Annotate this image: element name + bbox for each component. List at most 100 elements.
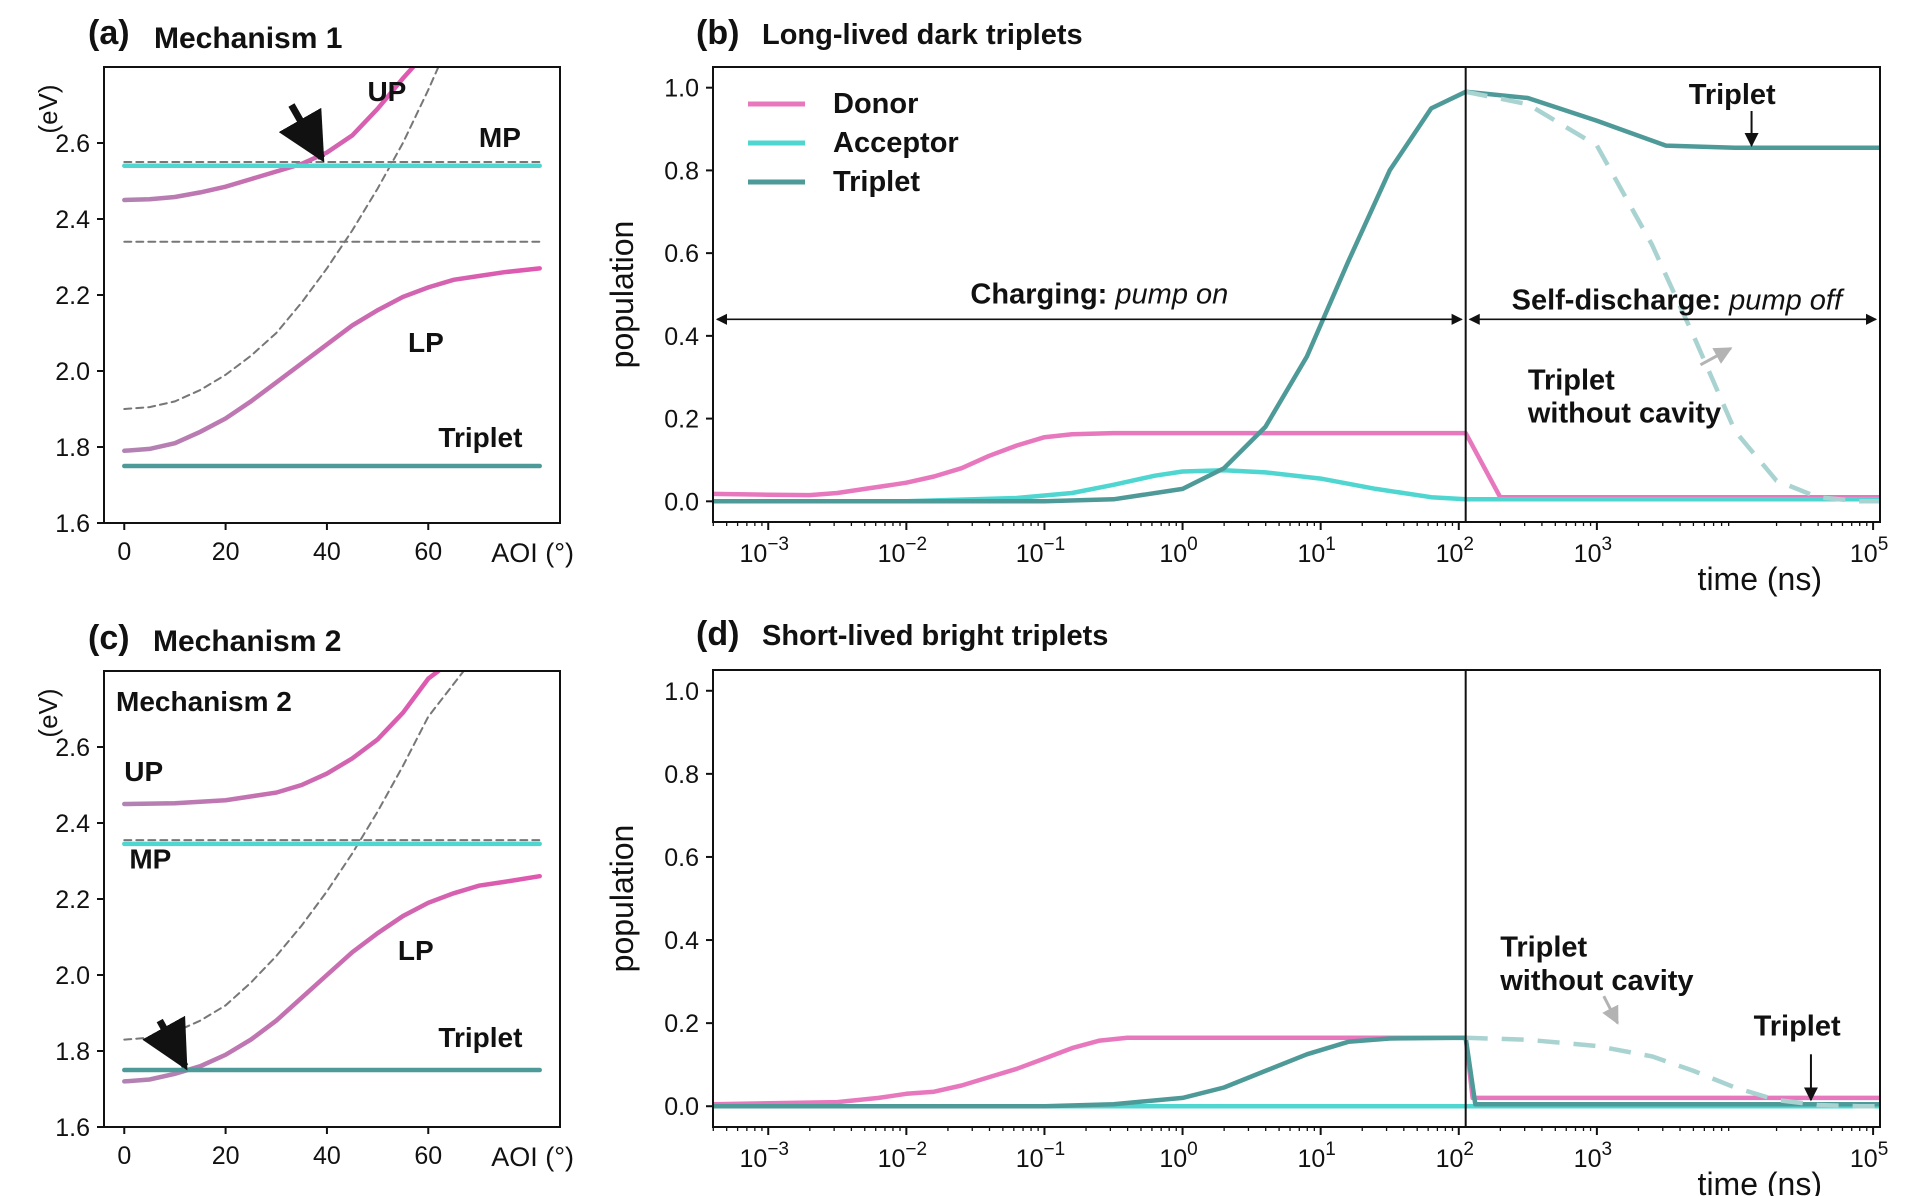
y-tick-label: 1.6 (55, 510, 90, 538)
x-tick-label: 10−2 (878, 1139, 927, 1173)
x-tick-label: 102 (1436, 534, 1474, 568)
x-tick-label: 20 (212, 1142, 240, 1170)
no-cavity-annotation-arrow (1699, 346, 1733, 367)
panel-c-label: (c) (88, 619, 130, 657)
x-tick-label: 10−2 (878, 534, 927, 568)
legend-label-triplet: Triplet (833, 166, 920, 198)
panel-b-plot: 0.0 0.2 0.4 0.6 0.8 1.0 10−3 10−2 10−1 100 101 102 1… (604, 66, 1888, 597)
plot-area (122, 67, 542, 469)
y-tick-label: 1.8 (55, 1038, 90, 1066)
series-cavity-line (123, 671, 465, 1041)
y-axis-label: population (604, 825, 640, 973)
plot-frame (712, 66, 1881, 523)
self-discharge-label: Self-discharge: pump off (1512, 284, 1845, 316)
x-tick-label: 100 (1159, 534, 1197, 568)
x-tick-label: 60 (414, 1142, 442, 1170)
x-tick-label: 105 (1850, 534, 1888, 568)
series-donor-line (713, 1035, 1880, 1107)
x-tick-label: 100 (1159, 1139, 1197, 1173)
panel-d-title: Short-lived bright triplets (762, 620, 1108, 652)
x-axis-label: time (ns) (1698, 561, 1822, 597)
panel-a-plot: 1.6 1.8 2.0 2.2 2.4 2.6 0 20 40 60 AOI (°) (eV) UP MP… (33, 66, 574, 568)
crossing-arrow (142, 1015, 189, 1071)
annotation-mp: MP (129, 844, 171, 875)
plot-frame (712, 669, 1881, 1128)
x-tick-label: 10−1 (1016, 1139, 1065, 1173)
x-tick-label: 60 (414, 538, 442, 566)
series-triplet-line (713, 1035, 1880, 1109)
series-triplet-without-cavity-line (1465, 89, 1880, 504)
y-tick-label: 0.2 (664, 1010, 699, 1038)
panel-a: (a) Mechanism 1 1.6 1.8 2.0 2.2 2.4 2.6 0 20 40 6… (33, 14, 574, 568)
x-tick-label: 103 (1574, 534, 1612, 568)
panel-c-plot: 1.6 1.8 2.0 2.2 2.4 2.6 0 20 40 60 AOI (°) (eV) UP MP… (33, 670, 574, 1172)
y-axis-label: population (604, 221, 640, 369)
panel-b: (b) Long-lived dark triplets 0.00.20.40.… (604, 14, 1888, 597)
y-tick-label: 0.6 (664, 844, 699, 872)
series-donor-line (713, 430, 1880, 500)
no-cavity-annotation-line2: without cavity (1527, 398, 1721, 430)
legend-label-acceptor: Acceptor (833, 127, 959, 159)
y-tick-label: 1.6 (55, 1114, 90, 1142)
y-tick-label: 1.8 (55, 434, 90, 462)
y-tick-label: 0.2 (664, 406, 699, 434)
y-tick-label: 2.4 (55, 810, 90, 838)
x-tick-label: 105 (1850, 1139, 1888, 1173)
x-tick-label: 10−3 (740, 1139, 789, 1173)
y-tick-label: 2.0 (55, 358, 90, 386)
series-cavity-line (123, 67, 440, 410)
x-tick-label: 10−3 (740, 534, 789, 568)
annotation-lp: LP (408, 327, 444, 358)
y-tick-label: 2.6 (55, 734, 90, 762)
no-cavity-annotation-arrow (1602, 995, 1619, 1025)
x-axis-label: time (ns) (1698, 1166, 1822, 1196)
plot-area (713, 89, 1880, 504)
panel-c-title: Mechanism 2 (153, 625, 341, 658)
series-triplet-without-cavity-line (1465, 1035, 1880, 1109)
panel-d-plot: 0.0 0.2 0.4 0.6 0.8 1.0 10−3 10−2 10−1 100 101 102 1… (604, 669, 1888, 1196)
y-tick-label: 0.6 (664, 240, 699, 268)
y-axis-label: (eV) (33, 688, 63, 737)
plot-area (713, 1035, 1880, 1109)
triplet-annotation: Triplet (1689, 79, 1776, 111)
y-tick-label: 2.4 (55, 206, 90, 234)
inner-mechanism-label: Mechanism 2 (116, 686, 292, 717)
charging-label: Charging: pump on (970, 278, 1228, 310)
annotation-lp: LP (398, 935, 434, 966)
y-tick-label: 2.2 (55, 282, 90, 310)
x-axis-label: AOI (°) (491, 538, 574, 568)
x-tick-label: 0 (117, 538, 131, 566)
annotation-mp: MP (479, 122, 521, 153)
series-up-line (122, 67, 416, 203)
y-tick-label: 2.0 (55, 962, 90, 990)
y-tick-label: 1.0 (664, 678, 699, 706)
triplet-annotation: Triplet (1754, 1011, 1841, 1043)
x-tick-label: 40 (313, 538, 341, 566)
no-cavity-annotation-line1: Triplet (1500, 932, 1587, 964)
x-tick-label: 20 (212, 538, 240, 566)
crossing-arrow (278, 103, 325, 163)
panel-c: (c) Mechanism 2 1.6 1.8 2.0 2.2 2.4 2.6 0 20 40 6… (33, 619, 574, 1172)
panel-d-label: (d) (696, 615, 739, 653)
series-lp-line (122, 266, 542, 454)
x-tick-label: 103 (1574, 1139, 1612, 1173)
x-tick-label: 101 (1297, 534, 1335, 568)
plot-area (122, 671, 542, 1084)
y-tick-label: 0.0 (664, 1093, 699, 1121)
series-up-line (122, 671, 441, 807)
x-tick-label: 10−1 (1016, 534, 1065, 568)
y-tick-label: 0.4 (664, 927, 699, 955)
series-triplet-line (713, 89, 1880, 504)
annotation-up: UP (367, 76, 406, 107)
panel-b-label: (b) (696, 14, 739, 52)
x-axis-label: AOI (°) (491, 1142, 574, 1172)
x-tick-label: 102 (1436, 1139, 1474, 1173)
y-tick-label: 1.0 (664, 75, 699, 103)
x-tick-label: 40 (313, 1142, 341, 1170)
annotation-triplet: Triplet (438, 422, 522, 453)
y-tick-label: 2.2 (55, 886, 90, 914)
x-tick-label: 0 (117, 1142, 131, 1170)
y-tick-label: 0.8 (664, 761, 699, 789)
annotation-triplet: Triplet (438, 1022, 522, 1053)
y-tick-label: 0.0 (664, 488, 699, 516)
